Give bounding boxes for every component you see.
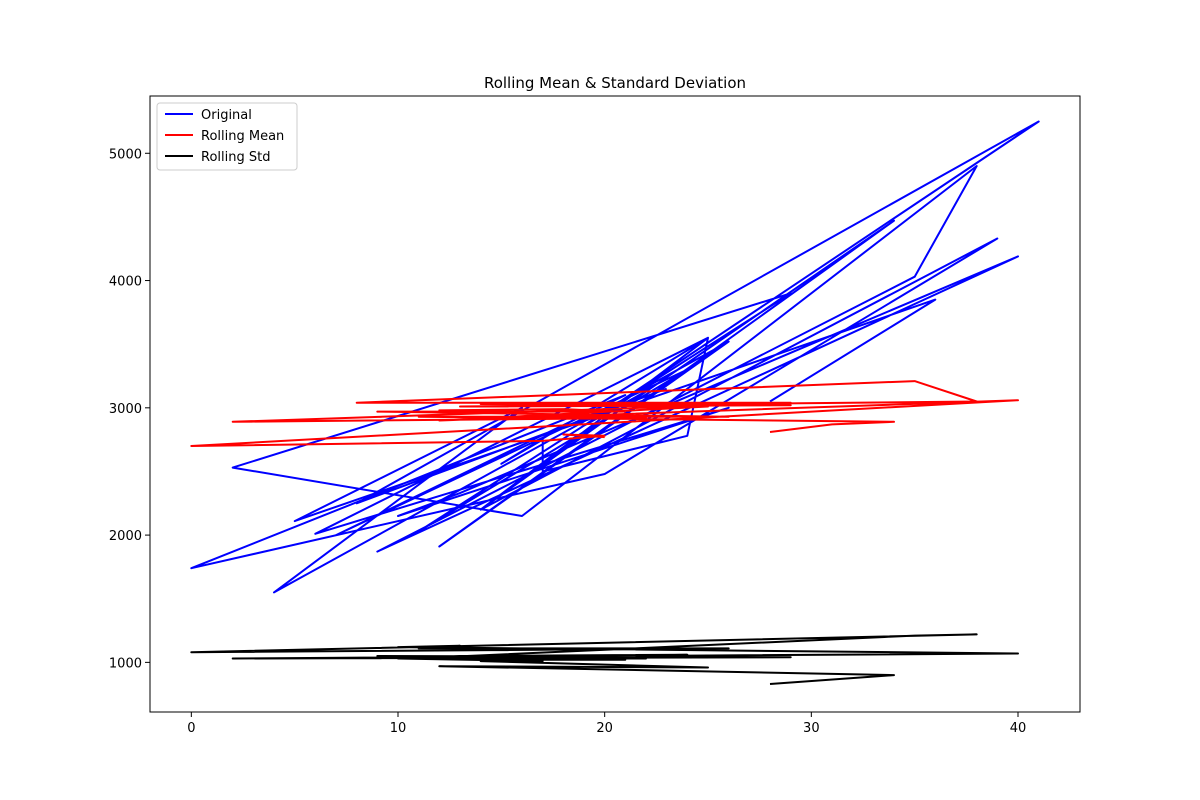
legend: Original Rolling Mean Rolling Std [156,102,298,171]
y-tick-label: 3000 [109,402,142,417]
y-axis: 1000 2000 3000 4000 5000 [109,147,150,671]
series-line-original [190,120,1040,594]
plot-lines [190,120,1040,685]
y-tick-label: 5000 [109,147,142,162]
y-tick-label: 2000 [109,529,142,544]
legend-box [156,102,298,171]
legend-label-rolling-mean: Rolling Mean [201,129,284,144]
x-tick-label: 10 [390,721,407,736]
y-tick-label: 1000 [109,656,142,671]
y-tick-label: 4000 [109,275,142,290]
legend-label-original: Original [201,108,252,123]
x-tick-label: 0 [187,721,195,736]
x-tick-label: 40 [1010,721,1027,736]
x-tick-label: 30 [803,721,820,736]
x-axis: 0 10 20 30 40 [187,712,1026,736]
series-line-rolling-std [190,633,1019,685]
chart-title: Rolling Mean & Standard Deviation [484,74,746,92]
legend-label-rolling-std: Rolling Std [201,150,270,165]
series-line-rolling-mean [190,380,1019,447]
x-tick-label: 20 [596,721,613,736]
plot-frame [149,95,1081,713]
